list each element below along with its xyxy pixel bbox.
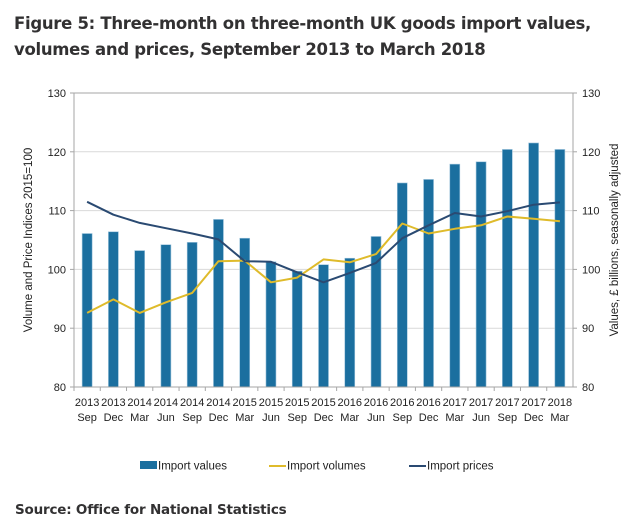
right-axis-label: Values, £ billions, seasonally adjusted (609, 144, 621, 337)
x-tick-month: Dec (209, 412, 229, 424)
right-tick-label: 80 (582, 382, 594, 394)
x-tick-year: 2017 (443, 397, 467, 409)
lines (86, 200, 560, 314)
x-tick-month: Dec (314, 412, 334, 424)
x-tick-month: Jun (367, 412, 385, 424)
x-tick-month: Dec (524, 412, 544, 424)
right-tick-label: 90 (582, 323, 594, 335)
right-tick-label: 110 (582, 206, 600, 218)
bar-import-values (396, 182, 408, 388)
x-tick-month: Dec (104, 412, 124, 424)
x-tick-month: Mar (130, 412, 149, 424)
left-tick-label: 120 (48, 147, 66, 159)
x-tick-year: 2016 (364, 397, 388, 409)
left-tick-label: 90 (54, 323, 66, 335)
bar-import-values (134, 250, 145, 388)
bar-import-values (344, 257, 356, 388)
x-tick-year: 2017 (495, 397, 519, 409)
legend-swatch-import-values (140, 461, 157, 469)
x-tick-year: 2017 (521, 397, 545, 409)
bars-import-values (81, 142, 566, 388)
right-tick-label: 100 (582, 264, 600, 276)
left-axis-ticks: 80 90 100 110 120 130 (48, 88, 74, 394)
left-tick-label: 110 (48, 206, 66, 218)
x-tick-year: 2014 (180, 397, 204, 409)
x-tick-month: Sep (393, 412, 413, 424)
x-tick-month: Mar (550, 412, 569, 424)
x-tick-year: 2013 (101, 397, 125, 409)
bar-import-values (291, 270, 303, 388)
x-axis-ticks: 2013Sep2013Dec2014Mar2014Jun2014Sep2014D… (73, 387, 572, 424)
bar-import-values (423, 179, 434, 388)
x-tick-month: Mar (445, 412, 464, 424)
left-tick-label: 130 (48, 88, 66, 100)
x-tick-year: 2015 (259, 397, 283, 409)
line-import-volumes (86, 215, 560, 314)
x-tick-year: 2018 (548, 397, 572, 409)
x-tick-year: 2016 (338, 397, 362, 409)
x-tick-year: 2017 (469, 397, 493, 409)
x-tick-year: 2015 (232, 397, 256, 409)
x-tick-year: 2015 (285, 397, 309, 409)
x-tick-year: 2014 (206, 397, 230, 409)
x-tick-month: Mar (340, 412, 359, 424)
right-tick-label: 120 (582, 147, 600, 159)
line-import-prices (86, 200, 560, 284)
bar-import-values (213, 219, 224, 388)
left-axis-label: Volume and Price Indices 2015=100 (23, 148, 35, 332)
x-tick-month: Sep (182, 412, 202, 424)
right-tick-label: 130 (582, 88, 600, 100)
legend: Import values Import volumes Import prices (140, 461, 494, 473)
bar-import-values (502, 149, 513, 388)
x-tick-month: Jun (157, 412, 175, 424)
x-tick-year: 2016 (390, 397, 414, 409)
legend-label-import-values: Import values (158, 461, 227, 473)
bar-import-values (160, 244, 172, 388)
legend-label-import-prices: Import prices (427, 461, 494, 473)
bar-import-values (475, 161, 487, 388)
x-tick-year: 2014 (154, 397, 178, 409)
x-tick-month: Dec (419, 412, 439, 424)
bar-import-values (554, 149, 566, 388)
source-note: Source: Office for National Statistics (15, 502, 287, 518)
left-tick-label: 80 (54, 382, 66, 394)
left-tick-label: 100 (48, 264, 66, 276)
x-tick-year: 2013 (75, 397, 99, 409)
bar-import-values (108, 231, 119, 388)
x-tick-month: Sep (287, 412, 307, 424)
bar-import-values (528, 142, 539, 388)
x-tick-year: 2015 (311, 397, 335, 409)
plot-border (73, 92, 574, 388)
bar-import-values (186, 242, 198, 388)
x-tick-month: Mar (235, 412, 254, 424)
x-tick-year: 2014 (127, 397, 151, 409)
legend-label-import-volumes: Import volumes (287, 461, 366, 473)
x-tick-month: Jun (472, 412, 490, 424)
x-tick-month: Jun (262, 412, 280, 424)
plot-frame (73, 92, 574, 388)
x-tick-month: Sep (77, 412, 97, 424)
bar-import-values (449, 163, 461, 388)
x-tick-month: Sep (498, 412, 518, 424)
x-tick-year: 2016 (416, 397, 440, 409)
right-axis-ticks: 80 90 100 110 120 130 (573, 88, 600, 394)
figure-title: Figure 5: Three-month on three-month UK … (14, 14, 592, 59)
